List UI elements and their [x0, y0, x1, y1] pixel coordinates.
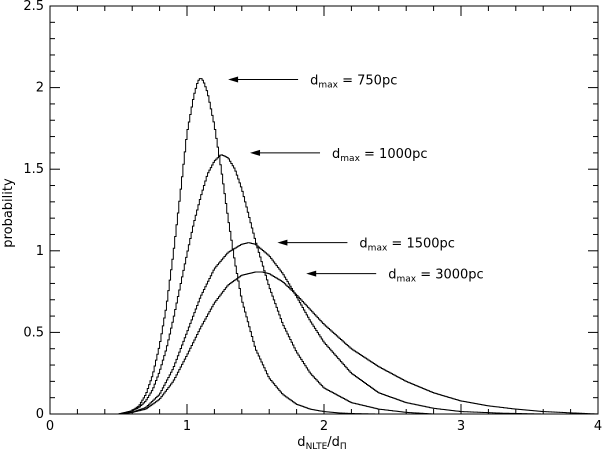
- plot-frame: [49, 5, 599, 415]
- y-tick-label: 2.5: [23, 0, 44, 14]
- annotation-value: = 750pc: [338, 73, 397, 88]
- x-tick-label: 4: [594, 419, 602, 434]
- annotation-arrow-head-3: [277, 239, 288, 246]
- y-axis-label: probability: [1, 178, 16, 248]
- annotation-label-2: dmax = 1000pc: [332, 147, 428, 164]
- x-axis-label-sub2: Π: [340, 442, 347, 452]
- series-line-3: [118, 242, 545, 415]
- series-line-1: [111, 78, 381, 415]
- y-tick-label: 1.5: [23, 162, 44, 177]
- y-tick-label: 0: [36, 407, 44, 422]
- x-axis-label-main: d: [297, 435, 305, 450]
- series-line-4: [118, 271, 599, 415]
- annotation-arrow-head-2: [250, 149, 261, 156]
- series-line-2: [118, 154, 435, 415]
- annotation-d: d: [359, 237, 367, 252]
- x-axis-label-sub1: NLTE: [306, 442, 328, 452]
- y-tick-label: 2: [36, 81, 44, 96]
- x-tick-label: 1: [183, 419, 191, 434]
- axis-tick-labels: 0 1 2 3 4 0 0.5 1 1.5 2 2.5: [23, 0, 602, 434]
- y-tick-label: 0.5: [23, 325, 44, 340]
- series-group: [111, 78, 599, 415]
- annotation-arrow-head-4: [306, 270, 317, 277]
- x-axis-label: dNLTE/dΠ: [297, 435, 346, 452]
- annotation-label-4: dmax = 3000pc: [388, 268, 484, 285]
- annotation-sub: max: [340, 154, 360, 164]
- y-tick-label: 1: [36, 244, 44, 259]
- annotation-value: = 1000pc: [360, 147, 428, 162]
- x-tick-label: 2: [320, 419, 328, 434]
- annotation-sub: max: [368, 244, 388, 254]
- annotation-d: d: [388, 268, 396, 283]
- annotation-value: = 1500pc: [387, 237, 455, 252]
- annotation-value: = 3000pc: [416, 268, 484, 283]
- annotation-d: d: [332, 147, 340, 162]
- x-tick-label: 0: [46, 419, 54, 434]
- annotation-sub: max: [318, 80, 338, 90]
- annotation-label-1: dmax = 750pc: [310, 73, 397, 90]
- annotation-label-3: dmax = 1500pc: [359, 237, 455, 254]
- annotation-arrow-head-1: [228, 76, 239, 83]
- x-tick-label: 3: [457, 419, 465, 434]
- axis-ticks: [49, 5, 599, 415]
- annotation-sub: max: [396, 275, 416, 285]
- annotation-d: d: [310, 73, 318, 88]
- x-axis-label-slash: /d: [327, 435, 340, 450]
